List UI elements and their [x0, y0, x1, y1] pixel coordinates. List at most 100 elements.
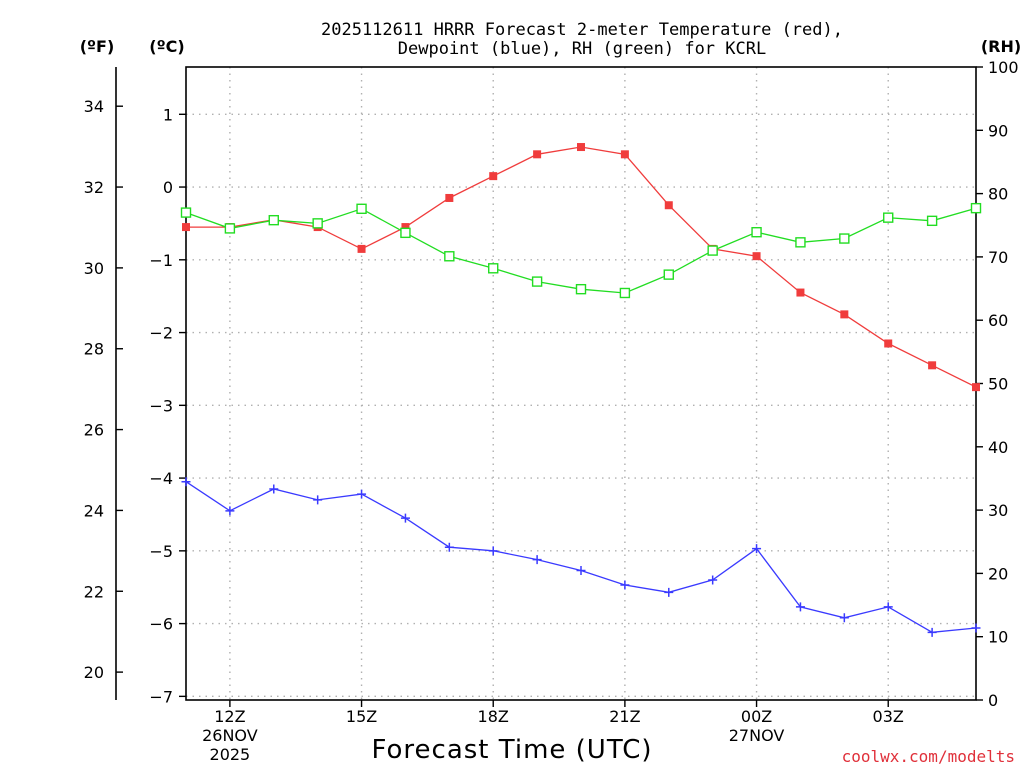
celsius-tick-label: −7 — [149, 687, 173, 706]
rh-point — [312, 218, 323, 229]
fahrenheit-tick-label: 30 — [84, 259, 104, 278]
temperature-point — [796, 288, 805, 297]
fahrenheit-tick-label: 34 — [84, 97, 104, 116]
rh-point — [619, 287, 631, 299]
celsius-tick-label: −4 — [149, 469, 173, 488]
rh-point — [883, 212, 894, 223]
fahrenheit-tick-label: 26 — [84, 421, 104, 440]
rh-tick-label: 90 — [988, 121, 1008, 140]
rh-tick-label: 30 — [988, 501, 1008, 520]
rh-point — [531, 276, 543, 287]
temperature-point — [664, 201, 673, 210]
rh-tick-label: 40 — [988, 438, 1008, 457]
rh-tick-label: 100 — [988, 58, 1019, 77]
temperature-point — [533, 150, 542, 159]
rh-point — [970, 202, 982, 214]
temperature-point — [357, 244, 366, 253]
temperature-point — [884, 339, 893, 348]
x-tick-label: 18Z — [478, 707, 509, 726]
axes: 10−1−2−3−4−5−6−7343230282624222010090807… — [84, 58, 1019, 764]
fahrenheit-tick-label: 22 — [84, 582, 104, 601]
temperature-point — [489, 172, 498, 181]
celsius-tick-label: −6 — [149, 615, 173, 634]
rh-point — [268, 214, 279, 226]
rh-point — [707, 245, 718, 256]
fahrenheit-tick-label: 32 — [84, 178, 104, 197]
x-tick-year-label: 2025 — [210, 745, 251, 764]
temperature-point — [752, 252, 761, 261]
dewpoint-point — [269, 484, 279, 494]
dewpoint-point — [532, 555, 542, 565]
celsius-unit-label: (ºC) — [149, 37, 184, 56]
rh-point — [356, 203, 367, 214]
dewpoint-point — [708, 575, 718, 585]
dewpoint-point — [400, 513, 410, 523]
rh-point — [839, 233, 850, 244]
x-tick-date-label: 26NOV — [202, 726, 258, 745]
dewpoint-point — [927, 627, 937, 637]
dewpoint-point — [313, 495, 323, 505]
dewpoint-point — [357, 489, 367, 499]
rh-tick-label: 80 — [988, 185, 1008, 204]
dewpoint-point — [839, 613, 849, 623]
credit-text: coolwx.com/modelts — [842, 747, 1015, 766]
dewpoint-line — [185, 481, 977, 633]
dewpoint-point — [620, 580, 630, 590]
temperature-point — [182, 223, 190, 232]
rh-tick-label: 10 — [988, 628, 1008, 647]
rh-point — [663, 269, 674, 280]
rh-point — [180, 207, 192, 218]
dewpoint-point — [576, 565, 586, 575]
plot-frame — [185, 66, 977, 701]
rh-point — [575, 283, 587, 295]
x-axis-label: Forecast Time (UTC) — [371, 735, 652, 765]
rh-tick-label: 70 — [988, 248, 1008, 267]
fahrenheit-unit-label: (ºF) — [80, 37, 115, 56]
dewpoint-point — [971, 623, 981, 633]
temperature-point — [577, 143, 585, 152]
rh-unit-label: (RH) — [981, 37, 1021, 56]
x-tick-label: 21Z — [609, 707, 640, 726]
x-tick-label: 00Z — [741, 707, 772, 726]
x-tick-label: 12Z — [214, 707, 245, 726]
rh-point — [224, 223, 236, 234]
rh-tick-label: 60 — [988, 311, 1008, 330]
rh-tick-label: 50 — [988, 375, 1008, 394]
temperature-point — [620, 150, 629, 159]
x-tick-label: 15Z — [346, 707, 377, 726]
dewpoint-point — [752, 544, 762, 554]
rh-tick-label: 20 — [988, 564, 1008, 583]
rh-point — [400, 227, 411, 239]
temperature-point — [928, 361, 937, 370]
data-series — [180, 143, 982, 637]
temperature-line — [186, 146, 977, 388]
rh-point — [488, 263, 499, 274]
dewpoint-point — [795, 602, 805, 612]
dewpoint-point — [444, 542, 454, 552]
fahrenheit-tick-label: 24 — [84, 501, 104, 520]
dewpoint-point — [181, 477, 191, 487]
x-tick-date-label: 27NOV — [729, 726, 785, 745]
dewpoint-point — [225, 506, 235, 516]
celsius-tick-label: −3 — [149, 396, 173, 415]
celsius-tick-label: 0 — [163, 178, 173, 197]
fahrenheit-tick-label: 20 — [84, 663, 104, 682]
chart-title-line-2: Dewpoint (blue), RH (green) for KCRL — [398, 39, 766, 59]
celsius-tick-label: −1 — [149, 251, 173, 270]
dewpoint-point — [883, 602, 893, 612]
gridlines — [186, 67, 976, 700]
rh-point — [926, 215, 938, 227]
celsius-tick-label: −2 — [149, 324, 173, 343]
temperature-point — [445, 193, 454, 202]
temperature-point — [972, 383, 980, 392]
fahrenheit-tick-label: 28 — [84, 340, 104, 359]
celsius-tick-label: 1 — [163, 105, 173, 124]
rh-line — [185, 207, 977, 294]
rh-point — [751, 227, 762, 238]
celsius-tick-label: −5 — [149, 542, 173, 561]
rh-tick-label: 0 — [988, 691, 998, 710]
temperature-point — [840, 310, 849, 319]
temperature-point — [401, 223, 410, 232]
chart-title-line-1: 2025112611 HRRR Forecast 2-meter Tempera… — [321, 20, 843, 40]
x-tick-label: 03Z — [873, 707, 904, 726]
